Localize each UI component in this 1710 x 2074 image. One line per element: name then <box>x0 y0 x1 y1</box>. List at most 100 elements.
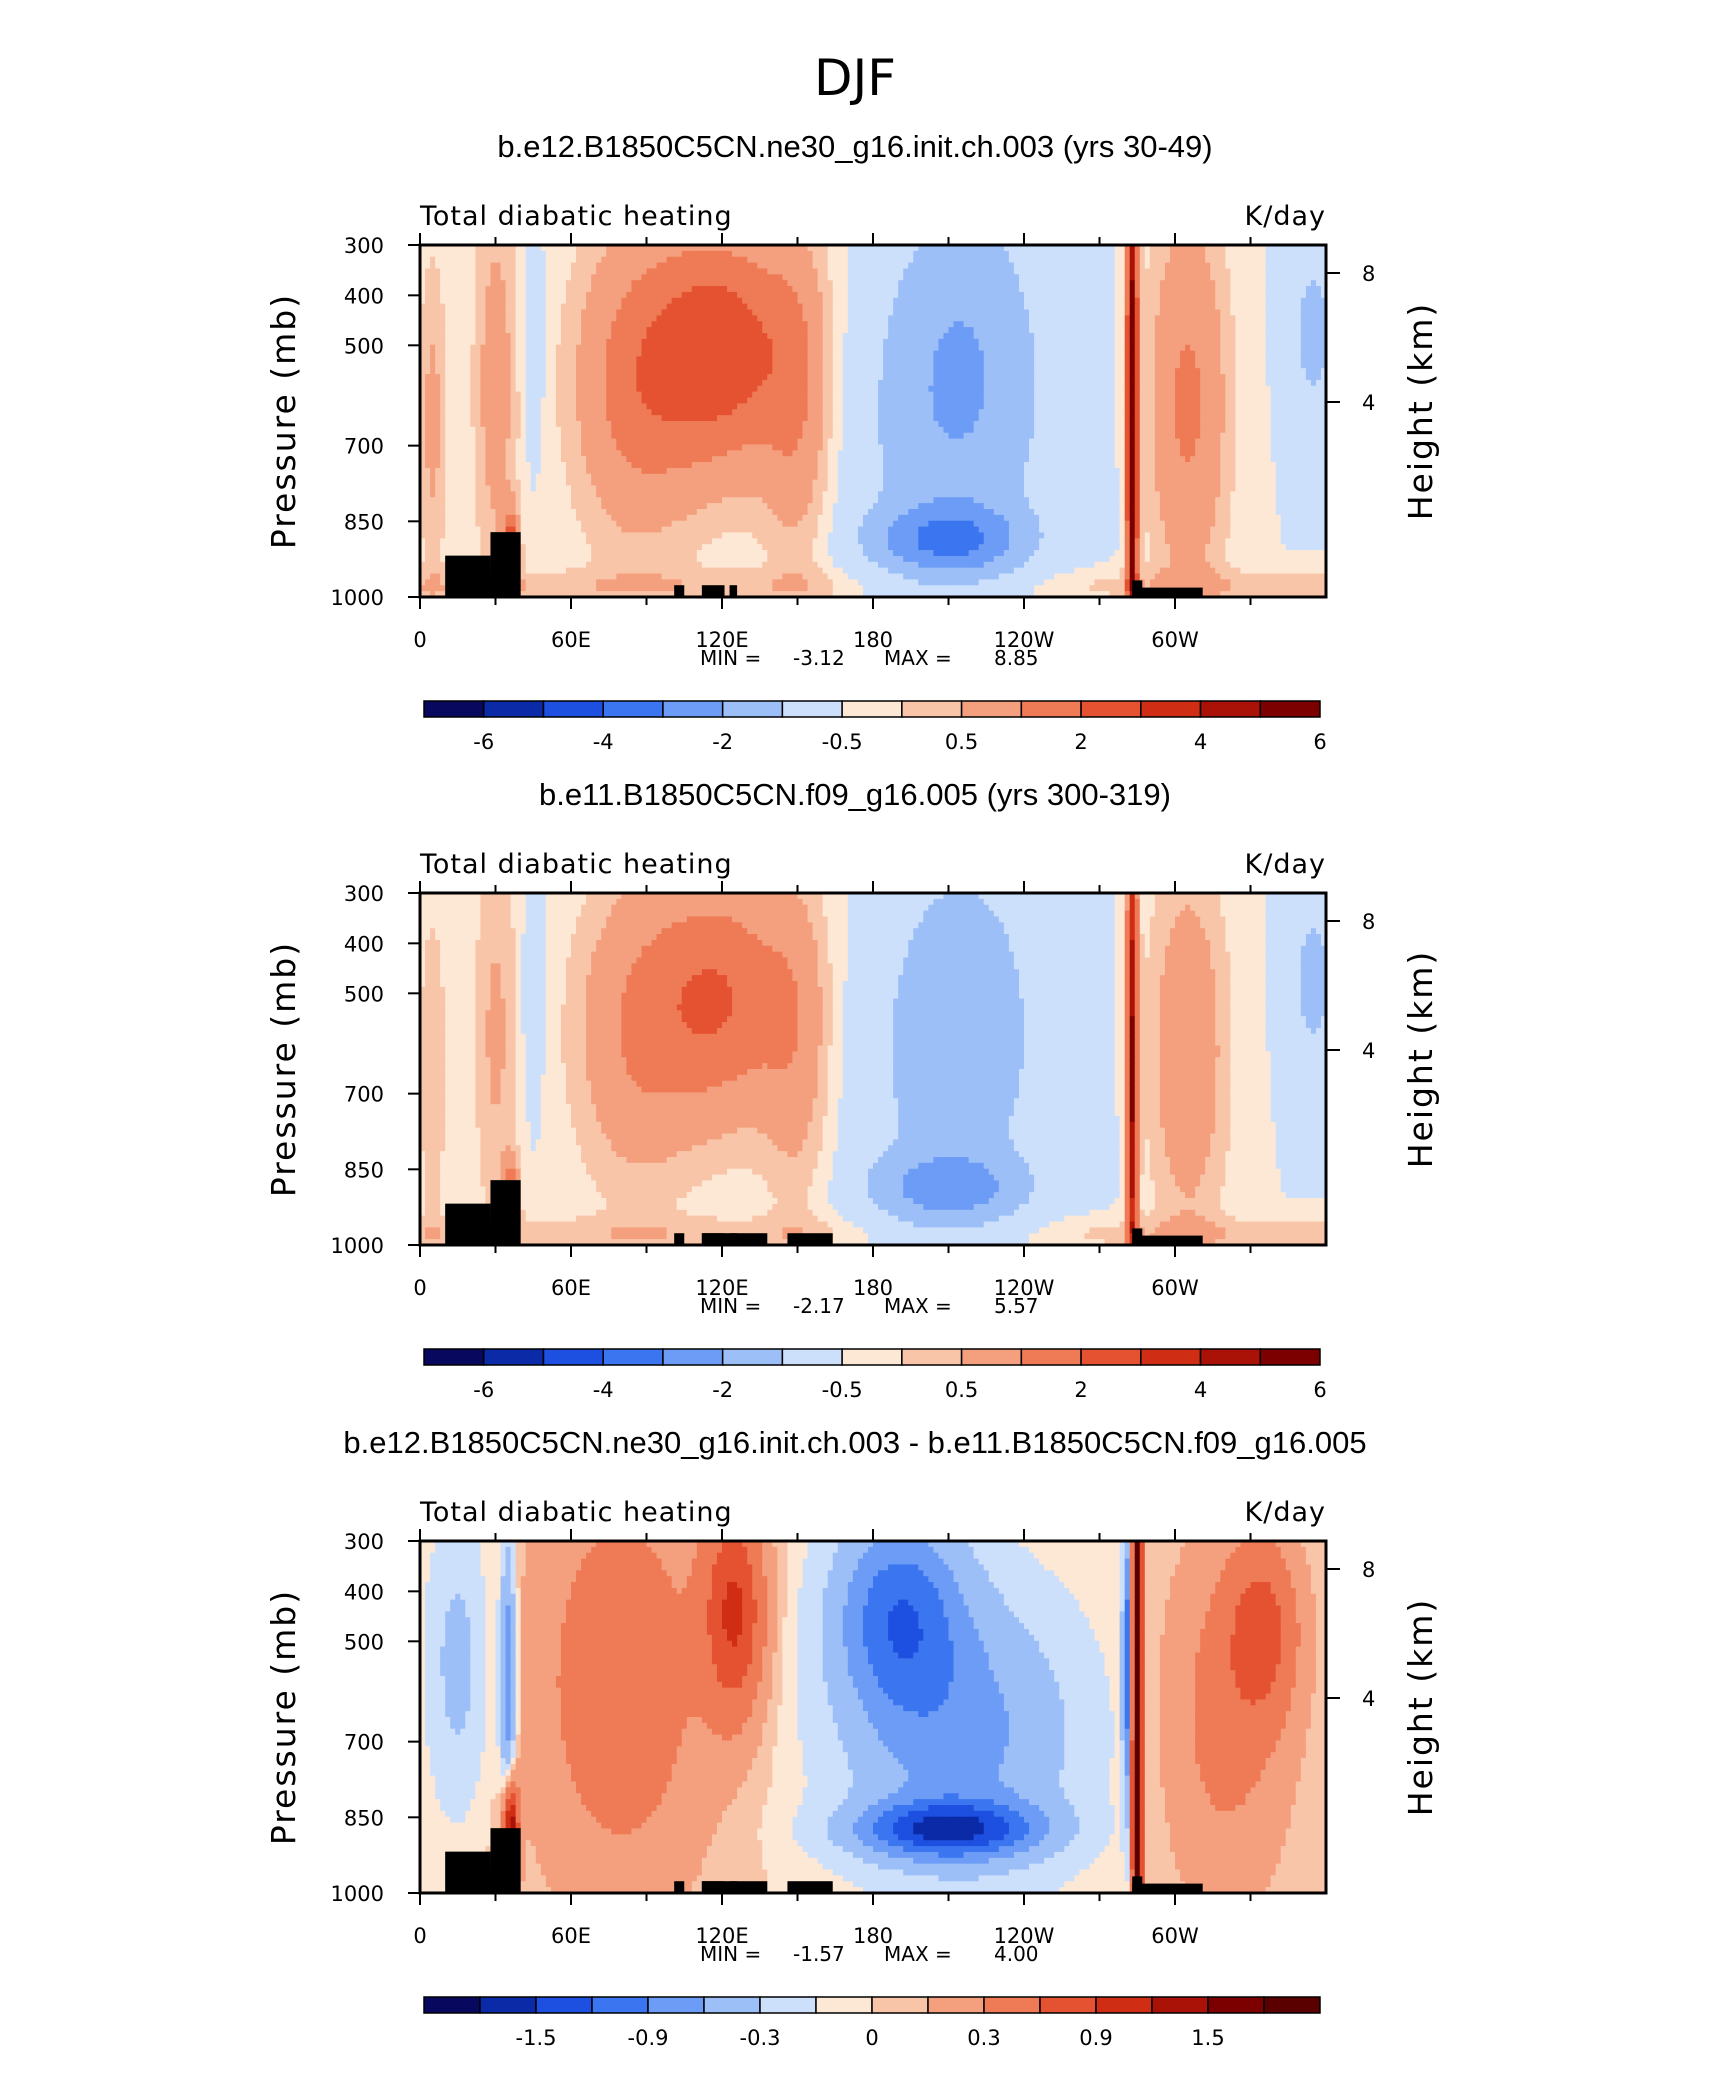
field-cell <box>526 263 532 269</box>
field-cell <box>943 263 949 269</box>
field-cell <box>490 257 496 263</box>
field-cell <box>737 263 743 269</box>
field-cell <box>606 274 612 280</box>
field-cell <box>611 280 617 286</box>
field-cell <box>969 257 975 263</box>
field-cell <box>1220 251 1226 257</box>
field-cell <box>677 274 683 280</box>
field-cell <box>943 257 949 263</box>
field-cell <box>1301 268 1307 274</box>
field-cell <box>1009 263 1015 269</box>
field-cell <box>1140 251 1146 257</box>
field-cell <box>1044 268 1050 274</box>
field-cell <box>772 251 778 257</box>
field-cell <box>999 257 1005 263</box>
field-cell <box>430 251 436 257</box>
field-cell <box>460 280 466 286</box>
field-cell <box>853 263 859 269</box>
field-cell <box>747 274 753 280</box>
field-cell <box>1190 274 1196 280</box>
field-cell <box>480 263 486 269</box>
field-cell <box>737 268 743 274</box>
field-cell <box>591 251 597 257</box>
field-cell <box>732 280 738 286</box>
field-cell <box>496 274 502 280</box>
field-cell <box>1034 257 1040 263</box>
field-cell <box>1155 274 1161 280</box>
field-cell <box>526 257 532 263</box>
field-cell <box>576 263 582 269</box>
field-cell <box>798 263 804 269</box>
field-cell <box>1039 274 1045 280</box>
field-cell <box>657 257 663 263</box>
field-cell <box>1296 251 1302 257</box>
field-cell <box>596 280 602 286</box>
field-cell <box>1311 263 1317 269</box>
field-cell <box>636 263 642 269</box>
field-cell <box>551 280 557 286</box>
field-cell <box>1115 274 1121 280</box>
field-cell <box>657 263 663 269</box>
field-cell <box>667 263 673 269</box>
field-cell <box>667 274 673 280</box>
field-cell <box>1079 274 1085 280</box>
field-cell <box>445 251 451 257</box>
field-cell <box>1024 274 1030 280</box>
field-cell <box>1175 251 1181 257</box>
field-cell <box>898 257 904 263</box>
field-cell <box>999 251 1005 257</box>
field-cell <box>717 251 723 257</box>
field-cell <box>752 274 758 280</box>
field-cell <box>657 280 663 286</box>
field-cell <box>883 263 889 269</box>
field-cell <box>601 280 607 286</box>
field-cell <box>465 263 471 269</box>
field-cell <box>1054 274 1060 280</box>
field-cell <box>893 280 899 286</box>
field-cell <box>571 263 577 269</box>
field-cell <box>1180 263 1186 269</box>
field-cell <box>838 280 844 286</box>
field-cell <box>1049 251 1055 257</box>
field-cell <box>772 274 778 280</box>
field-cell <box>460 251 466 257</box>
field-cell <box>1004 268 1010 274</box>
field-cell <box>1069 263 1075 269</box>
field-cell <box>1069 268 1075 274</box>
field-cell <box>757 263 763 269</box>
field-cell <box>1291 257 1297 263</box>
field-cell <box>561 274 567 280</box>
field-cell <box>883 251 889 257</box>
field-cell <box>928 274 934 280</box>
field-cell <box>687 274 693 280</box>
field-cell <box>697 280 703 286</box>
field-cell <box>878 257 884 263</box>
field-cell <box>964 251 970 257</box>
field-cell <box>526 251 532 257</box>
field-cell <box>1261 268 1267 274</box>
field-cell <box>1286 257 1292 263</box>
field-cell <box>792 280 798 286</box>
field-cell <box>440 280 446 286</box>
field-cell <box>943 280 949 286</box>
field-cell <box>1170 257 1176 263</box>
field-cell <box>536 274 542 280</box>
field-cell <box>1145 251 1151 257</box>
field-cell <box>828 263 834 269</box>
field-cell <box>506 251 512 257</box>
field-cell <box>591 268 597 274</box>
field-cell <box>1054 263 1060 269</box>
field-cell <box>692 268 698 274</box>
field-cell <box>1064 274 1070 280</box>
field-cell <box>762 274 768 280</box>
field-cell <box>470 280 476 286</box>
field-cell <box>1276 251 1282 257</box>
field-cell <box>1195 268 1201 274</box>
field-cell <box>546 251 552 257</box>
field-cell <box>475 268 481 274</box>
panel-title: b.e12.B1850C5CN.ne30_g16.init.ch.003 (yr… <box>497 129 1212 164</box>
field-cell <box>566 280 572 286</box>
field-cell <box>792 268 798 274</box>
field-cell <box>787 251 793 257</box>
field-cell <box>1230 268 1236 274</box>
